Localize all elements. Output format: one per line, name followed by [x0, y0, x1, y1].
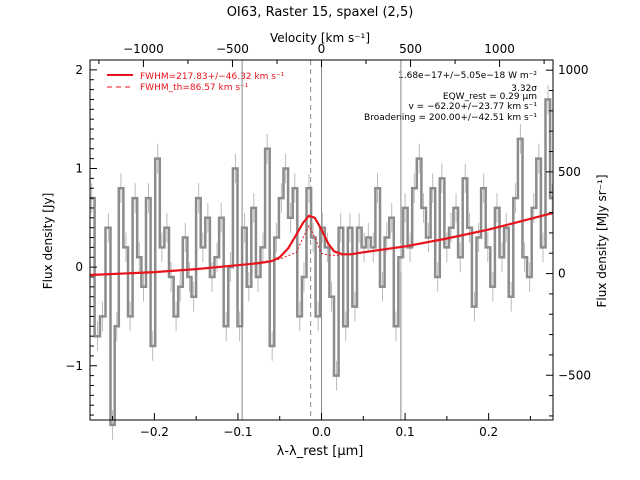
right-axis-label: Flux density [MJy sr⁻¹] [595, 174, 609, 307]
annotation-broadening: Broadening = 200.00+/−42.51 km s⁻¹ [364, 113, 537, 123]
right-tick-label: 500 [558, 165, 581, 179]
legend-fwhm-th: FWHM_th=86.57 km s⁻¹ [140, 83, 249, 93]
legend-fwhm: FWHM=217.83+/−46.32 km s⁻¹ [140, 72, 285, 82]
top-tick-label: −500 [216, 42, 249, 56]
right-tick-label: 1000 [558, 63, 589, 77]
top-tick-label: −1000 [123, 42, 164, 56]
annotation-eqw: EQW_rest = 0.29 µm [443, 92, 537, 102]
right-tick-label: 0 [558, 267, 566, 281]
top-tick-label: 0 [318, 42, 326, 56]
x-axis-label: λ-λ_rest [µm] [277, 444, 364, 459]
x-tick-label: 0.0 [312, 425, 331, 439]
y-tick-label: 2 [75, 63, 83, 77]
x-tick-label: −0.1 [223, 425, 252, 439]
data-step-line [90, 98, 553, 427]
x-tick-label: 0.2 [479, 425, 498, 439]
fit-line [89, 211, 554, 277]
annotation-velocity: v = −62.20+/−23.77 km s⁻¹ [408, 102, 537, 112]
y-tick-label: −1 [65, 359, 83, 373]
y-tick-label: 1 [75, 161, 83, 175]
chart-title: OI63, Raster 15, spaxel (2,5) [227, 5, 414, 20]
data-series [90, 84, 553, 440]
annotation-sigma: 3.32σ [511, 84, 537, 94]
x-tick-label: 0.1 [396, 425, 415, 439]
annotation-flux: 1.68e−17+/−5.05e−18 W m⁻² [398, 71, 537, 81]
y-axis-label: Flux density [Jy] [41, 193, 55, 290]
top-tick-label: 1000 [484, 42, 515, 56]
right-tick-label: −500 [558, 368, 591, 382]
top-tick-label: 500 [399, 42, 422, 56]
y-tick-label: 0 [75, 260, 83, 274]
x-tick-label: −0.2 [140, 425, 169, 439]
top-axis-label: Velocity [km s⁻¹] [270, 31, 370, 45]
